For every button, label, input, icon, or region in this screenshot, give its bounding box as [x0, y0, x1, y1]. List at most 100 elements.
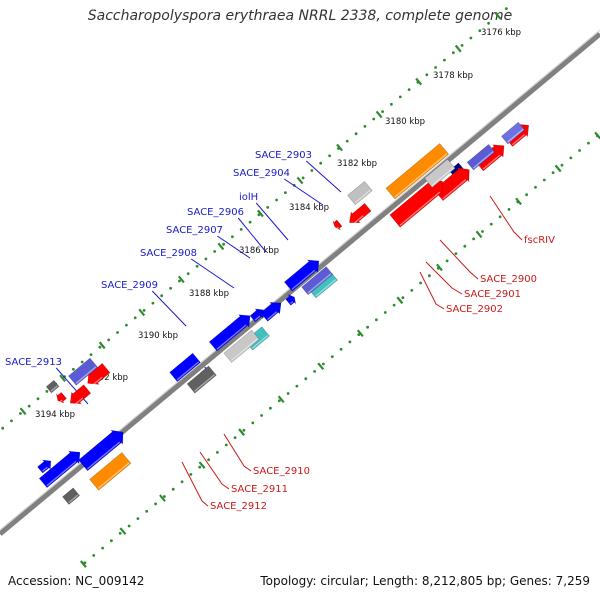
- tick-dot: [354, 132, 358, 136]
- gene-feature: [55, 391, 67, 404]
- leader-line: [489, 195, 523, 241]
- tick-dot: [419, 281, 422, 285]
- gene-features: [37, 121, 530, 505]
- tick-dot: [392, 303, 396, 307]
- gene-feature: [62, 487, 81, 505]
- gene-feature-highlight: [336, 226, 339, 229]
- major-tick: [396, 296, 404, 305]
- tick-dot: [410, 289, 414, 292]
- tick-dot: [390, 102, 393, 106]
- gene-feature-highlight: [68, 494, 79, 504]
- tick-dot: [398, 95, 402, 99]
- tick-dot: [160, 294, 164, 298]
- gene-feature-highlight: [290, 301, 294, 305]
- leader-line: [425, 261, 463, 295]
- gene-feature: [69, 384, 92, 405]
- tick-dot: [178, 279, 181, 283]
- leader-line: [255, 202, 289, 241]
- major-tick: [198, 461, 206, 469]
- tick-dot: [136, 517, 140, 520]
- major-tick: [59, 374, 67, 383]
- major-tick: [79, 560, 87, 568]
- tick-dots: [1, 7, 600, 568]
- tick-dot: [92, 554, 96, 557]
- tick-dot: [118, 531, 122, 535]
- tick-dot: [198, 465, 202, 469]
- tick-dot: [472, 237, 475, 241]
- gene-label-reverse: fscRIV: [524, 235, 555, 246]
- gene-feature-highlight: [176, 361, 200, 381]
- scale-label: 3190 kbp: [138, 331, 178, 341]
- major-tick: [177, 275, 185, 284]
- gene-feature-highlight: [75, 366, 97, 384]
- scale-label: 3184 kbp: [289, 203, 329, 213]
- tick-dot: [98, 345, 102, 349]
- leader-line: [181, 461, 209, 507]
- gene-feature: [301, 266, 334, 296]
- gene-feature-highlight: [50, 385, 58, 392]
- gene-feature-highlight: [251, 334, 269, 349]
- major-tick: [317, 362, 325, 371]
- tick-dot: [445, 259, 449, 263]
- tick-dot: [507, 208, 511, 211]
- tick-dot: [434, 66, 437, 69]
- gene-feature-highlight: [97, 462, 130, 489]
- tick-dot: [269, 406, 272, 410]
- leader-line: [439, 239, 479, 280]
- major-tick: [475, 230, 483, 239]
- major-tick: [98, 341, 106, 350]
- leader-line: [305, 160, 342, 193]
- leader-line: [216, 235, 251, 259]
- tick-dot: [313, 370, 316, 373]
- tick-dot: [345, 139, 349, 143]
- gene-feature-highlight: [194, 374, 215, 392]
- gene-feature-highlight: [351, 215, 364, 226]
- gene-feature: [186, 365, 217, 394]
- tick-dot: [266, 206, 270, 209]
- tick-dot: [260, 414, 263, 417]
- tick-dot: [10, 419, 13, 423]
- gene-feature: [283, 259, 320, 292]
- major-tick: [454, 44, 462, 53]
- gene-label-forward: SACE_2906: [187, 207, 244, 218]
- leader-line: [190, 258, 235, 289]
- gene-feature-highlight: [73, 397, 84, 407]
- tick-dot: [372, 117, 376, 121]
- major-tick: [159, 494, 166, 502]
- gene-feature-highlight: [42, 466, 48, 472]
- gene-feature: [260, 302, 282, 322]
- tick-dot: [443, 58, 446, 62]
- major-tick: [336, 143, 343, 152]
- gene-feature-highlight: [46, 460, 77, 487]
- gene-feature-highlight: [315, 279, 337, 297]
- tick-dot: [587, 141, 590, 145]
- tick-dot: [248, 220, 252, 224]
- tick-dot: [339, 347, 343, 351]
- gene-feature-highlight: [482, 154, 501, 170]
- tick-dot: [460, 44, 464, 47]
- tick-dot: [133, 316, 137, 320]
- tick-dot: [80, 360, 84, 364]
- accession-text: Accession: NC_009142: [8, 574, 145, 588]
- major-tick: [257, 209, 264, 218]
- gene-feature: [208, 314, 251, 352]
- gene-label-forward: SACE_2908: [140, 248, 197, 259]
- tick-dot: [195, 264, 199, 268]
- gene-labels: SACE_2903 SACE_2904 iolH SACE_2906 SACE_2907…: [5, 150, 555, 512]
- tick-dot: [151, 301, 155, 305]
- scale-label: 3182 kbp: [337, 159, 377, 169]
- tick-dot: [251, 421, 255, 425]
- tick-dot: [107, 338, 111, 342]
- scale-labels: 3176 kbp 3178 kbp 3180 kbp 3182 kbp 3184 kbp…: [35, 28, 521, 420]
- major-tick: [594, 131, 600, 140]
- gene-label-forward: SACE_2913: [5, 357, 62, 368]
- tick-dot: [498, 215, 502, 219]
- gene-label-forward: iolH: [239, 192, 258, 203]
- scale-label: 3194 kbp: [35, 410, 75, 420]
- gene-feature-highlight: [86, 441, 121, 470]
- scale-label: 3188 kbp: [189, 289, 229, 299]
- leader-line: [223, 433, 252, 472]
- tick-dot: [239, 228, 243, 231]
- tick-dot: [489, 222, 493, 226]
- major-tick: [277, 395, 285, 403]
